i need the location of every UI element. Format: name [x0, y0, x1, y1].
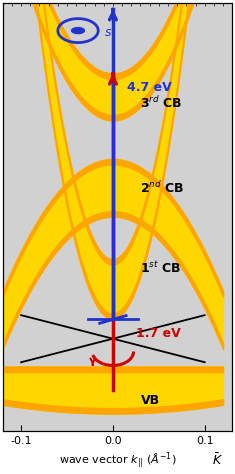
Circle shape [72, 27, 84, 34]
X-axis label: wave vector $k_{||}$ ($\AA^{-1}$): wave vector $k_{||}$ ($\AA^{-1}$) [59, 451, 176, 471]
Text: 3$^{rd}$ CB: 3$^{rd}$ CB [141, 95, 183, 110]
Text: 1$^{st}$ CB: 1$^{st}$ CB [141, 260, 182, 275]
Text: $\bar{K}$: $\bar{K}$ [212, 452, 223, 468]
Text: VB: VB [141, 394, 160, 407]
Text: $s$: $s$ [104, 26, 112, 39]
Text: 1.7 eV: 1.7 eV [136, 327, 181, 339]
Text: 4.7 eV: 4.7 eV [127, 81, 171, 93]
Text: 2$^{nd}$ CB: 2$^{nd}$ CB [141, 180, 185, 196]
